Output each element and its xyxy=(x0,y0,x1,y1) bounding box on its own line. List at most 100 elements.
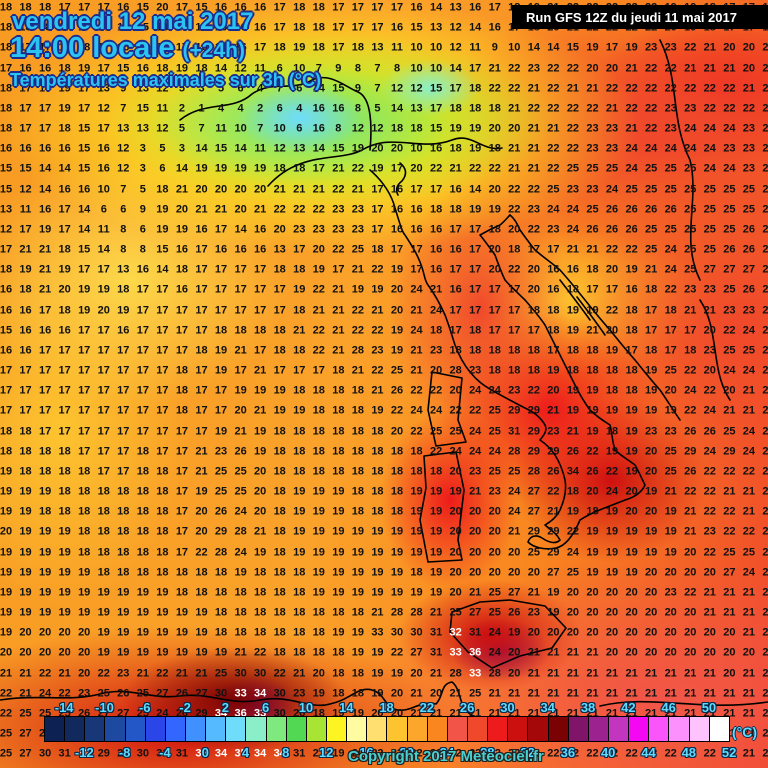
temp-value: 33 xyxy=(449,646,462,659)
temp-value: 18 xyxy=(273,263,286,276)
temp-value: 19 xyxy=(156,203,169,216)
temp-value: 18 xyxy=(156,566,169,579)
temp-value: 28 xyxy=(390,606,404,619)
temp-value: 20 xyxy=(78,646,91,659)
temp-value: 21 xyxy=(547,646,560,659)
temp-value: 12 xyxy=(156,122,169,135)
temp-value: 15 xyxy=(429,82,443,95)
colorbar-cell xyxy=(44,716,65,742)
temp-value: 26 xyxy=(625,223,638,236)
temp-value: 17 xyxy=(58,1,71,14)
temp-value: 20 xyxy=(488,566,501,579)
colorbar-tick-label: 32 xyxy=(520,745,535,760)
temp-value: 19 xyxy=(390,525,404,538)
temp-value: 18 xyxy=(351,606,365,619)
temp-value: 18 xyxy=(78,465,91,478)
temp-value: 24 xyxy=(234,546,247,559)
temp-value: 22 xyxy=(312,203,325,216)
temp-value: 21 xyxy=(469,586,482,599)
temp-value: 13 xyxy=(273,243,286,256)
temp-value: 22 xyxy=(703,505,716,518)
temp-value: 22 xyxy=(645,122,658,135)
temp-value: 20 xyxy=(684,566,697,579)
temp-value: 18 xyxy=(410,465,423,478)
temp-value: 21 xyxy=(195,203,208,216)
temp-value: 23 xyxy=(586,183,599,196)
temp-value: 13 xyxy=(136,82,149,95)
temp-value: 22 xyxy=(703,82,716,95)
temp-value: 25 xyxy=(742,344,756,357)
colorbar-cell xyxy=(406,716,427,742)
temp-value: 19 xyxy=(332,586,345,599)
temp-value: 18 xyxy=(586,505,599,518)
temp-value: 17 xyxy=(156,324,169,337)
temp-value: 19 xyxy=(605,525,619,538)
temp-value: 19 xyxy=(78,566,91,579)
temp-value: 26 xyxy=(703,425,716,438)
temp-value: 19 xyxy=(371,283,384,296)
temp-value: 28 xyxy=(214,546,228,559)
temp-value: 18 xyxy=(273,586,286,599)
temp-value: 19 xyxy=(38,606,52,619)
temp-value: 21 xyxy=(547,404,560,417)
temp-value: 19 xyxy=(371,162,384,175)
temp-value: 24 xyxy=(703,404,716,417)
temp-value: 7 xyxy=(374,82,381,95)
temp-value: 18 xyxy=(156,465,169,478)
temp-value: 21 xyxy=(332,162,345,175)
temp-value: 21 xyxy=(762,707,768,720)
temp-value: 24 xyxy=(723,162,736,175)
temp-value: 17 xyxy=(19,102,32,115)
temp-value: 17 xyxy=(508,324,521,337)
temp-value: 20 xyxy=(371,142,384,155)
temp-value: 19 xyxy=(254,162,267,175)
temp-value: 18 xyxy=(293,646,306,659)
colorbar-cell xyxy=(648,716,669,742)
temp-value: 18 xyxy=(390,505,404,518)
temp-value: 19 xyxy=(351,707,365,720)
temp-value: 21 xyxy=(762,667,768,680)
temp-value: 18 xyxy=(312,606,325,619)
temp-value: 8 xyxy=(120,223,127,236)
temp-value: 17 xyxy=(78,21,91,34)
temp-value: 17 xyxy=(38,364,52,377)
temp-value: 25 xyxy=(488,425,501,438)
temp-value: 22 xyxy=(429,162,443,175)
temp-value: 18 xyxy=(351,404,365,417)
temp-value: 19 xyxy=(429,546,443,559)
temp-value: 17 xyxy=(19,384,32,397)
temp-value: 20 xyxy=(469,566,482,579)
temp-value: 23 xyxy=(605,122,619,135)
temp-value: 22 xyxy=(527,102,540,115)
temp-value: 18 xyxy=(38,21,52,34)
temp-value: 20 xyxy=(742,62,756,74)
temp-value: 17 xyxy=(175,546,189,559)
temp-value: 19 xyxy=(390,546,404,559)
temp-value: 20 xyxy=(723,646,736,659)
temp-value: 19 xyxy=(175,646,189,659)
temp-value: 21 xyxy=(429,667,443,680)
temp-value: 17 xyxy=(625,344,638,357)
temp-value: 18 xyxy=(371,243,384,256)
temp-value: 24 xyxy=(488,445,501,458)
temp-value: 19 xyxy=(312,586,325,599)
temp-value: 19 xyxy=(351,525,365,538)
temp-value: 18 xyxy=(547,324,560,337)
temp-value: 18 xyxy=(175,384,189,397)
temp-value: 19 xyxy=(410,586,423,599)
temp-value: 3 xyxy=(139,162,146,175)
temp-value: 20 xyxy=(605,62,619,74)
temp-value: 16 xyxy=(234,21,247,34)
temp-value: 22 xyxy=(547,747,560,760)
temp-value: 17 xyxy=(117,384,130,397)
temp-value: 19 xyxy=(78,283,91,296)
temp-value: 19 xyxy=(78,606,91,619)
temp-value: 19 xyxy=(97,606,110,619)
temp-value: 18 xyxy=(254,566,267,579)
temp-value: 17 xyxy=(469,223,482,236)
temp-value: 21 xyxy=(762,626,768,639)
temp-value: 15 xyxy=(136,1,149,14)
temp-value: 26 xyxy=(586,223,599,236)
temp-value: 14 xyxy=(97,243,110,256)
temp-value: 26 xyxy=(78,707,91,720)
